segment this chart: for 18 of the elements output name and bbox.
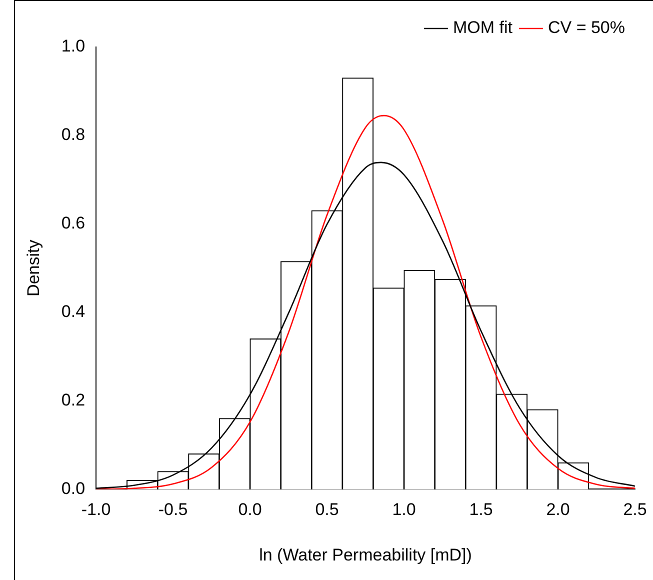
x-tick-label: 2.5 bbox=[623, 500, 647, 520]
y-tick-label: 1.0 bbox=[61, 36, 86, 56]
y-tick-label: 0.8 bbox=[61, 125, 86, 144]
x-tick-label: -0.5 bbox=[158, 500, 188, 520]
x-axis-title: ln (Water Permeability [mD]) bbox=[259, 545, 472, 564]
legend-label: CV = 50% bbox=[548, 18, 625, 38]
y-tick-label: 0.0 bbox=[61, 478, 86, 498]
y-tick-label: 0.2 bbox=[61, 390, 86, 410]
legend-label: MOM fit bbox=[452, 18, 513, 38]
x-tick-label: 0.5 bbox=[315, 500, 339, 520]
x-tick-label: 1.5 bbox=[469, 500, 493, 520]
x-tick-label: 1.0 bbox=[392, 500, 416, 520]
y-tick-label: 0.4 bbox=[61, 302, 86, 322]
y-tick-label: 0.6 bbox=[61, 214, 86, 233]
y-axis-title: Density bbox=[24, 239, 43, 296]
x-tick-label: 2.0 bbox=[546, 500, 570, 520]
x-tick-label: 0.0 bbox=[238, 500, 262, 520]
x-tick-label: -1.0 bbox=[81, 500, 111, 520]
